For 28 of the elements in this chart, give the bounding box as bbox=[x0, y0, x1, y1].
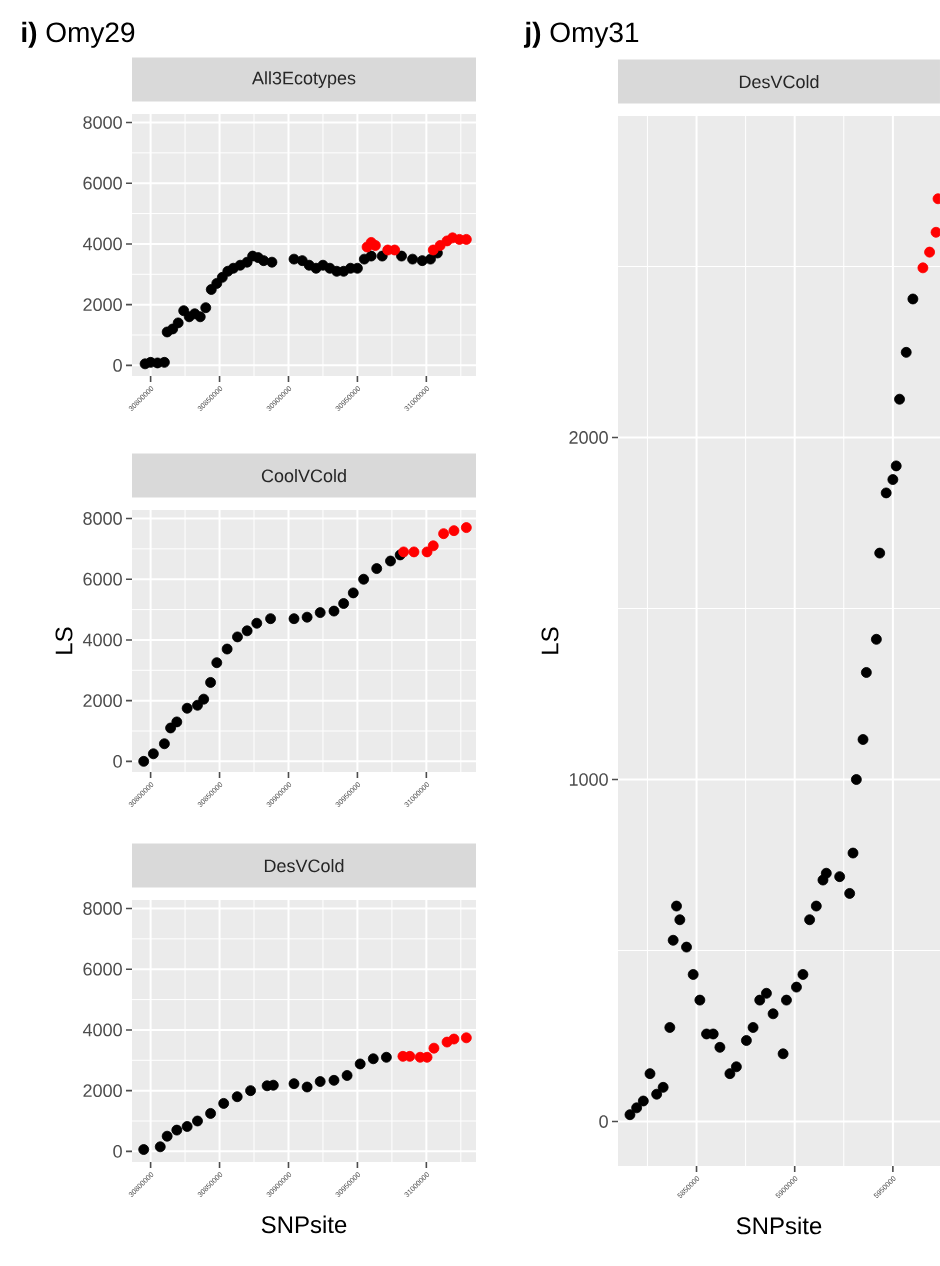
x-axis-title: SNPsite bbox=[261, 1215, 347, 1234]
y-tick-label: 6000 bbox=[83, 176, 122, 190]
chart-title: All3Ecotypes bbox=[252, 71, 356, 88]
y-tick-label: 0 bbox=[599, 1115, 608, 1128]
text: j) Omy31 bbox=[523, 21, 639, 48]
y-tick-label: 8000 bbox=[83, 512, 122, 525]
y-tick-label: 0 bbox=[113, 1144, 122, 1158]
y-axis-title: LS bbox=[55, 627, 73, 654]
y-tick-label: 8000 bbox=[83, 902, 122, 915]
y-tick-label: 2000 bbox=[83, 298, 122, 312]
y-axis-title: LS bbox=[541, 627, 559, 654]
y-tick-label: 8000 bbox=[83, 116, 122, 129]
y-tick-label: 2000 bbox=[569, 431, 608, 444]
y-tick-label: 4000 bbox=[82, 1023, 122, 1037]
y-tick-label: 0 bbox=[113, 754, 122, 768]
chart-title: CoolVCold bbox=[261, 468, 346, 483]
text: i) Omy29 bbox=[22, 21, 135, 48]
y-tick-label: 0 bbox=[113, 359, 122, 372]
chart-title: DesVCold bbox=[264, 858, 344, 873]
y-tick-label: 6000 bbox=[83, 572, 122, 586]
y-tick-label: 4000 bbox=[82, 633, 122, 647]
y-tick-label: 6000 bbox=[83, 962, 122, 976]
chart-title: DesVCold bbox=[739, 74, 819, 89]
y-tick-label: 2000 bbox=[83, 694, 122, 708]
y-tick-label: 1000 bbox=[569, 773, 608, 786]
y-tick-label: 2000 bbox=[83, 1084, 122, 1098]
x-axis-title: SNPsite bbox=[736, 1216, 822, 1235]
y-tick-label: 4000 bbox=[82, 237, 122, 251]
